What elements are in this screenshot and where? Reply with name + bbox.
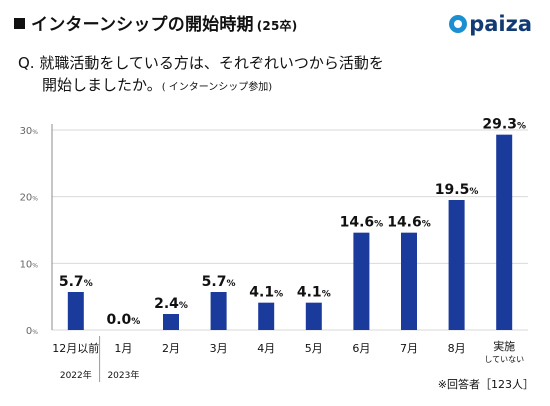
respondent-footnote: ※回答者［123人］ (437, 378, 534, 391)
data-label: 19.5% (435, 182, 479, 198)
bar (496, 134, 513, 330)
question-line-2: 開始しましたか。 (42, 76, 162, 94)
chart-title: インターンシップの開始時期 (25卒) (14, 10, 297, 35)
data-label-unit: % (274, 290, 283, 300)
y-tick-label: 0% (26, 326, 38, 337)
y-tick-unit: % (32, 129, 38, 136)
x-tick-label: 1月 (114, 342, 132, 355)
data-label-unit: % (226, 279, 235, 289)
bar (353, 232, 370, 330)
logo-text: paiza (469, 12, 532, 36)
data-label: 4.1% (297, 285, 331, 301)
data-label: 4.1% (249, 285, 283, 301)
x-tick-label: 8月 (448, 342, 466, 355)
bar (67, 292, 84, 330)
data-label: 14.6% (387, 215, 431, 231)
data-label-unit: % (469, 187, 478, 197)
y-tick-unit: % (32, 196, 38, 203)
paiza-logo-icon (449, 15, 468, 33)
paiza-logo: paiza (449, 12, 532, 36)
title-square-icon (14, 18, 25, 29)
year-label: 2023年 (107, 369, 139, 381)
x-tick-label: 6月 (352, 342, 370, 355)
bar (210, 292, 227, 330)
x-tick-label: 4月 (257, 342, 275, 355)
question-text: Q. 就職活動をしている方は、それぞれいつから活動を 開始しましたか。( インタ… (18, 52, 518, 99)
question-note: ( インターンシップ参加) (161, 82, 273, 93)
x-tick-label: 5月 (305, 342, 323, 355)
y-tick-label: 10% (20, 259, 39, 270)
question-line-1: Q. 就職活動をしている方は、それぞれいつから活動を (18, 54, 384, 72)
y-tick-unit: % (32, 329, 38, 336)
data-label-unit: % (179, 301, 188, 311)
data-label-unit: % (322, 290, 331, 300)
title-subtitle: (25卒) (256, 19, 298, 33)
bar (401, 232, 417, 330)
x-tick-label: していない (484, 355, 524, 364)
data-label-unit: % (84, 279, 93, 289)
data-label: 14.6% (340, 215, 384, 231)
x-tick-label: 2月 (162, 342, 180, 355)
data-label-unit: % (374, 220, 383, 230)
data-label: 29.3% (482, 117, 526, 133)
data-label-unit: % (517, 122, 526, 132)
data-label: 2.4% (154, 296, 188, 312)
title-text: インターンシップの開始時期 (31, 15, 254, 35)
bar (163, 314, 179, 330)
y-tick-label: 20% (20, 193, 39, 204)
x-tick-label: 7月 (400, 342, 418, 355)
y-tick-unit: % (32, 262, 38, 269)
data-label-unit: % (422, 220, 431, 230)
x-tick-label: 実施 (493, 339, 515, 353)
year-label: 2022年 (60, 369, 92, 381)
bar (305, 302, 322, 330)
data-label-unit: % (131, 317, 140, 327)
data-label: 5.7% (202, 274, 236, 290)
data-label: 0.0% (106, 312, 140, 328)
data-label: 5.7% (59, 274, 93, 290)
bar (258, 302, 275, 330)
y-tick-label: 30% (20, 126, 39, 137)
bar (448, 200, 465, 330)
x-tick-label: 12月以前 (52, 341, 99, 355)
x-tick-label: 3月 (210, 342, 228, 355)
